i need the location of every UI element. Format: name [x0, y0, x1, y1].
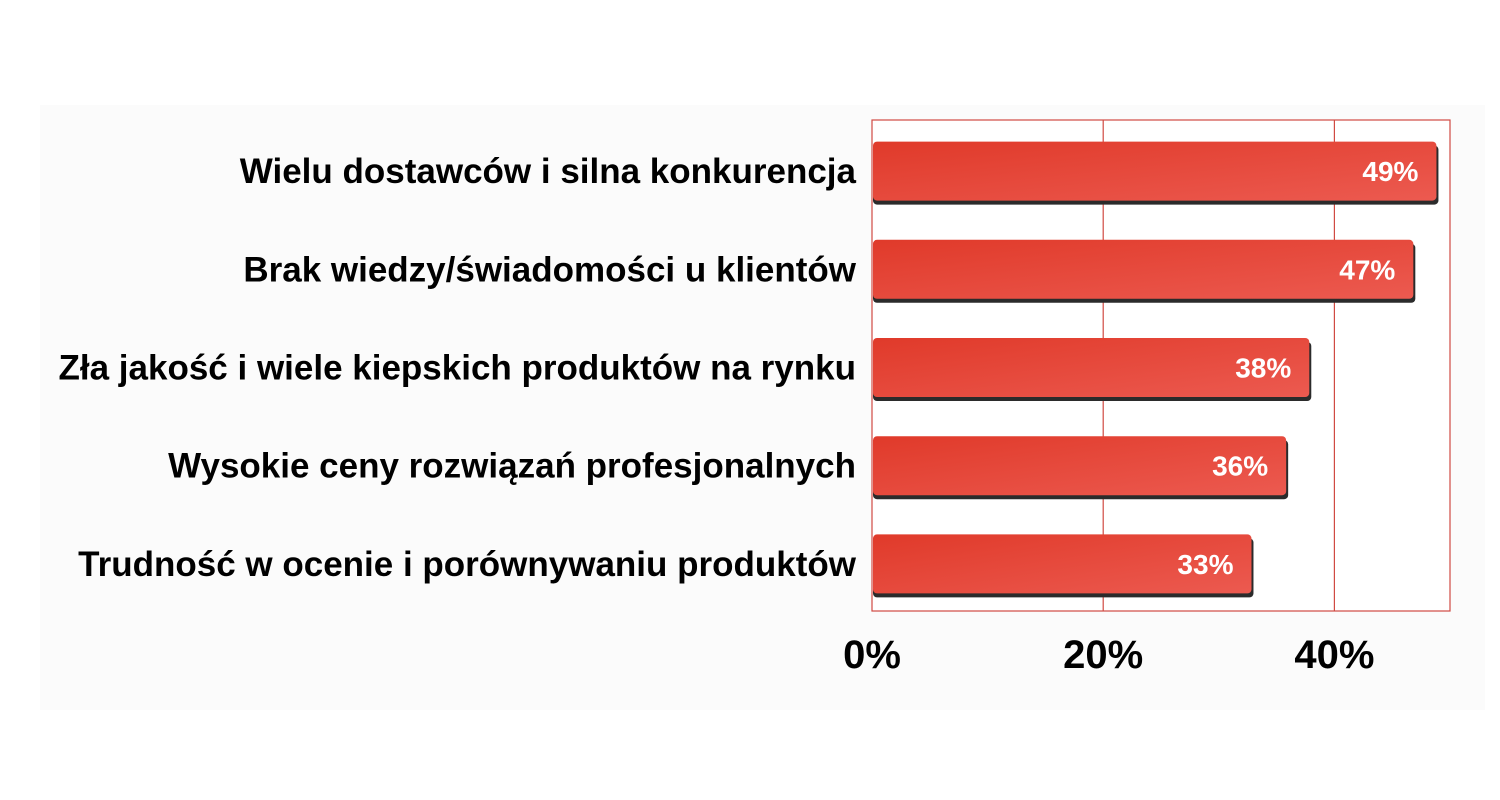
x-tick-label: 20%: [1063, 633, 1143, 677]
category-label: Wysokie ceny rozwiązań profesjonalnych: [168, 447, 856, 486]
category-labels: Wielu dostawców i silna konkurencja Brak …: [59, 152, 857, 584]
bar: [873, 534, 1252, 594]
bar: [873, 141, 1437, 201]
category-label: Trudność w ocenie i porównywaniu produkt…: [78, 545, 857, 584]
data-label: 33%: [1177, 549, 1233, 580]
x-axis-tick-labels: 0% 20% 40%: [843, 633, 1374, 677]
bar: [873, 239, 1414, 299]
x-tick-label: 0%: [843, 633, 901, 677]
bar: [873, 338, 1310, 397]
x-tick-label: 40%: [1294, 633, 1374, 677]
bars: 49% 47% 38% 36% 33%: [873, 141, 1439, 598]
data-label: 49%: [1362, 156, 1418, 187]
category-label: Wielu dostawców i silna konkurencja: [240, 152, 857, 191]
data-label: 38%: [1235, 353, 1291, 384]
bar: [873, 436, 1287, 496]
category-label: Brak wiedzy/świadomości u klientów: [243, 250, 856, 289]
category-label: Zła jakość i wiele kiepskich produktów n…: [59, 349, 856, 388]
data-label: 47%: [1339, 254, 1395, 285]
data-label: 36%: [1212, 451, 1268, 482]
